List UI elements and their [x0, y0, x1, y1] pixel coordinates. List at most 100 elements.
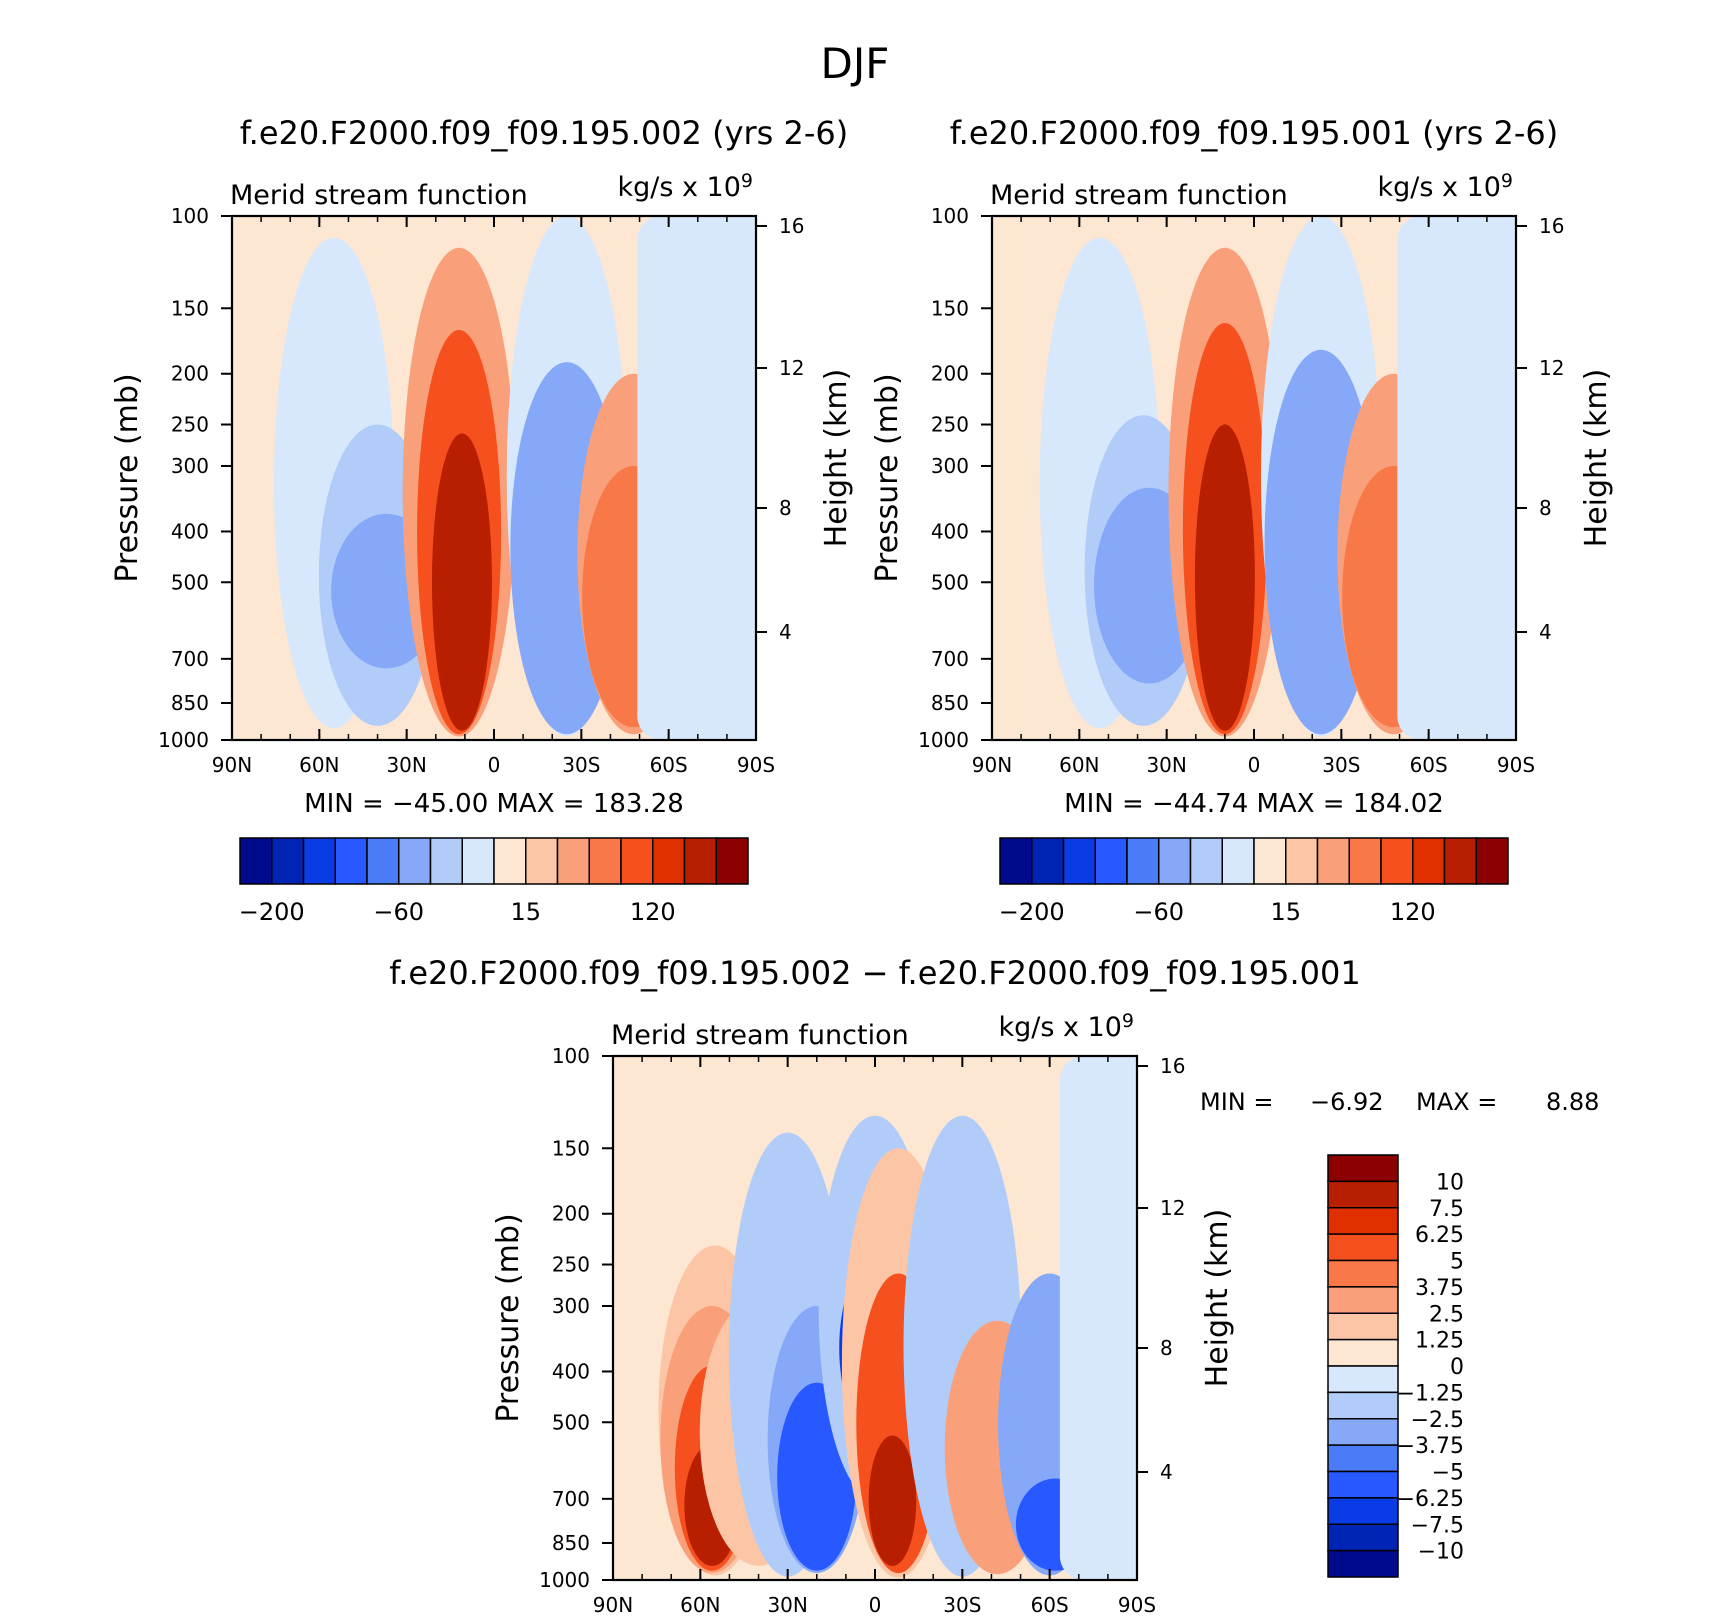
y-tick-label: 700: [552, 1487, 590, 1511]
colorbar-tick-label: −10: [1418, 1540, 1464, 1565]
chart-panel-3: f.e20.F2000.f09_f09.195.002 − f.e20.F200…: [389, 954, 1599, 1617]
colorbar-swatch: [525, 837, 559, 885]
chart-panel-1: f.e20.F2000.f09_f09.195.002 (yrs 2-6) Mer…: [110, 114, 854, 926]
colorbar-swatch: [1221, 837, 1255, 885]
min-value: −6.92: [1310, 1088, 1384, 1116]
left-label: Merid stream function: [611, 1020, 909, 1051]
colorbar-swatch: [1158, 837, 1192, 885]
chart-panel-2: f.e20.F2000.f09_f09.195.001 (yrs 2-6) Mer…: [870, 114, 1614, 926]
colorbar: 107.56.2553.752.51.250−1.25−2.5−3.75−5−6…: [1327, 1154, 1464, 1578]
height-axis-label: Height (km): [1579, 369, 1614, 548]
y-axis-label: Pressure (mb): [491, 1213, 526, 1422]
stream-cell: [1397, 216, 1516, 740]
plot-area: [613, 1056, 1137, 1580]
y-tick-label: 850: [171, 691, 209, 715]
colorbar-tick-label: 5: [1450, 1250, 1464, 1275]
height-tick-label: 16: [1160, 1054, 1185, 1078]
colorbar-swatch: [461, 837, 495, 885]
colorbar-swatch: [1327, 1207, 1399, 1235]
stream-cell: [1059, 1056, 1137, 1580]
height-tick-label: 16: [779, 214, 804, 238]
colorbar-swatch: [1327, 1549, 1399, 1578]
colorbar-tick-label: 7.5: [1429, 1197, 1464, 1222]
x-tick-label: 0: [1248, 753, 1261, 777]
y-tick-label: 500: [931, 570, 969, 594]
stream-cell: [868, 1435, 917, 1566]
x-tick-label: 90S: [737, 753, 775, 777]
y-tick-label: 250: [552, 1253, 590, 1277]
x-tick-label: 60S: [1410, 753, 1448, 777]
colorbar-swatch: [1327, 1154, 1399, 1183]
y-tick-label: 150: [552, 1136, 590, 1160]
colorbar-tick-label: 2.5: [1429, 1302, 1464, 1327]
y-tick-label: 850: [552, 1531, 590, 1555]
colorbar-tick-label: 10: [1436, 1170, 1464, 1195]
x-tick-label: 30S: [943, 1593, 981, 1617]
x-tick-label: 60S: [650, 753, 688, 777]
colorbar-tick-label: −6.25: [1397, 1487, 1464, 1512]
y-tick-label: 100: [552, 1044, 590, 1068]
x-tick-label: 30N: [1146, 753, 1186, 777]
y-tick-label: 150: [931, 296, 969, 320]
x-tick-label: 30S: [562, 753, 600, 777]
panels: f.e20.F2000.f09_f09.195.002 (yrs 2-6) Mer…: [110, 114, 1614, 1617]
colorbar-tick-label: 15: [1270, 898, 1301, 926]
colorbar-swatch: [1285, 837, 1319, 885]
colorbar-swatch: [620, 837, 654, 885]
colorbar-swatch: [1062, 837, 1096, 885]
y-tick-label: 200: [552, 1202, 590, 1226]
max-label: MAX =: [1416, 1088, 1497, 1116]
colorbar-tick-label: −200: [999, 898, 1065, 926]
colorbar-swatch: [1380, 837, 1414, 885]
height-tick-label: 12: [779, 356, 804, 380]
y-tick-label: 850: [931, 691, 969, 715]
colorbar-swatch: [999, 837, 1033, 885]
left-label: Merid stream function: [230, 180, 528, 211]
colorbar-swatch: [715, 837, 749, 885]
x-tick-label: 60N: [299, 753, 339, 777]
x-tick-label: 90N: [212, 753, 252, 777]
y-tick-label: 200: [931, 362, 969, 386]
x-tick-label: 60S: [1031, 1593, 1069, 1617]
height-tick-label: 4: [779, 620, 792, 644]
y-tick-label: 250: [171, 413, 209, 437]
colorbar-swatch: [398, 837, 432, 885]
colorbar-tick-label: −1.25: [1397, 1381, 1464, 1406]
colorbar-swatch: [1475, 837, 1509, 885]
min-label: MIN =: [1200, 1088, 1273, 1116]
colorbar-swatch: [1327, 1470, 1399, 1499]
colorbar-swatch: [1253, 837, 1287, 885]
y-tick-label: 400: [552, 1359, 590, 1383]
y-tick-label: 300: [552, 1294, 590, 1318]
colorbar-swatch: [1327, 1365, 1399, 1394]
height-axis-label: Height (km): [819, 369, 854, 548]
colorbar-swatch: [429, 837, 463, 885]
panel-title: f.e20.F2000.f09_f09.195.001 (yrs 2-6): [950, 114, 1559, 152]
colorbar-tick-label: 1.25: [1415, 1329, 1464, 1354]
colorbar-tick-label: −60: [373, 898, 424, 926]
x-tick-label: 30N: [767, 1593, 807, 1617]
height-tick-label: 16: [1539, 214, 1564, 238]
x-tick-label: 60N: [680, 1593, 720, 1617]
colorbar-swatch: [1189, 837, 1223, 885]
colorbar-swatch: [1327, 1497, 1399, 1525]
colorbar-swatch: [1327, 1338, 1399, 1367]
colorbar-swatch: [302, 837, 336, 885]
colorbar-swatch: [1031, 837, 1065, 885]
y-tick-label: 250: [931, 413, 969, 437]
x-tick-label: 0: [488, 753, 501, 777]
y-tick-label: 100: [931, 204, 969, 228]
x-tick-label: 30N: [386, 753, 426, 777]
x-tick-label: 90N: [593, 1593, 633, 1617]
colorbar-swatch: [1327, 1312, 1399, 1341]
x-tick-label: 30S: [1322, 753, 1360, 777]
colorbar-swatch: [1316, 837, 1350, 885]
y-tick-label: 1000: [158, 728, 209, 752]
height-tick-label: 12: [1160, 1196, 1185, 1220]
figure-title: DJF: [821, 39, 890, 88]
colorbar-swatch: [1327, 1444, 1399, 1473]
colorbar-tick-label: −60: [1133, 898, 1184, 926]
left-label: Merid stream function: [990, 180, 1288, 211]
x-tick-label: 60N: [1059, 753, 1099, 777]
y-tick-label: 400: [171, 519, 209, 543]
